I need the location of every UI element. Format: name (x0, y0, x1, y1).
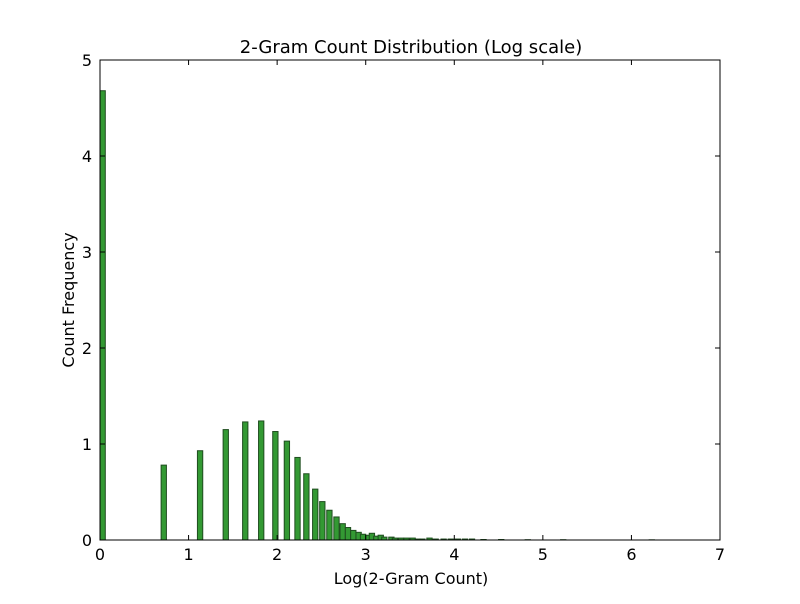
y-tick-label: 4 (82, 147, 92, 166)
histogram-bar (334, 517, 339, 540)
x-tick-label: 6 (626, 545, 636, 564)
x-tick-label: 5 (538, 545, 548, 564)
x-tick-label: 0 (95, 545, 105, 564)
histogram-bar (304, 474, 309, 540)
y-axis-label: Count Frequency (59, 232, 78, 367)
x-tick-label: 7 (715, 545, 725, 564)
histogram-bar (345, 528, 350, 540)
histogram-bar (100, 91, 105, 540)
histogram-bar (273, 432, 278, 540)
histogram-bar (243, 422, 248, 540)
y-tick-label: 3 (82, 243, 92, 262)
histogram-bar (320, 502, 325, 540)
histogram-bar (197, 451, 202, 540)
x-tick-label: 1 (183, 545, 193, 564)
y-tick-label: 0 (82, 531, 92, 550)
chart-title: 2-Gram Count Distribution (Log scale) (240, 37, 582, 58)
histogram-bar (351, 530, 356, 540)
histogram-bar (284, 441, 289, 540)
x-tick-label: 2 (272, 545, 282, 564)
histogram-bar (259, 421, 264, 540)
x-tick-label: 3 (361, 545, 371, 564)
histogram-bar (313, 489, 318, 540)
y-tick-label: 1 (82, 435, 92, 454)
y-tick-label: 5 (82, 51, 92, 70)
histogram-bar (161, 465, 166, 540)
histogram-bar (340, 524, 345, 540)
histogram-bar (223, 430, 228, 540)
x-tick-label: 4 (449, 545, 459, 564)
x-axis-label: Log(2-Gram Count) (334, 569, 489, 588)
histogram-bar (327, 510, 332, 540)
histogram-bar (295, 457, 300, 540)
y-tick-label: 2 (82, 339, 92, 358)
histogram-bar (360, 534, 365, 540)
